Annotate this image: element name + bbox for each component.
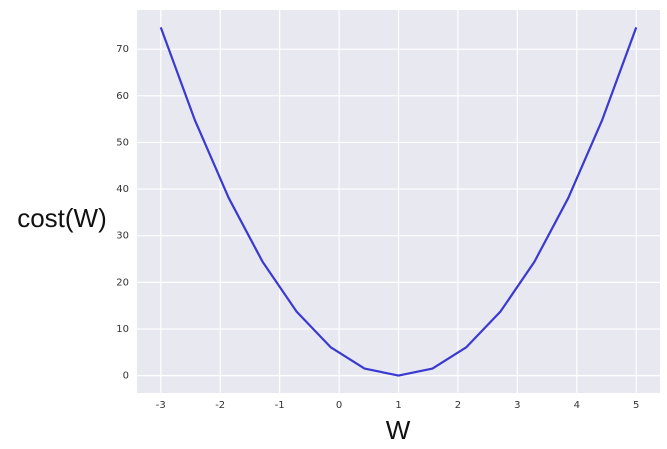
y-tick-label: 70 [116,44,129,55]
y-axis-label: cost(W) [17,203,107,233]
x-tick-label: 0 [336,400,342,411]
x-tick-label: 3 [514,400,520,411]
y-tick-label: 40 [116,184,129,195]
x-axis-label: W [386,415,411,445]
y-tick-label: 20 [116,277,129,288]
x-tick-label: -3 [156,400,166,411]
y-tick-label: 50 [116,137,129,148]
x-tick-label: 4 [574,400,580,411]
line [159,27,638,377]
x-tick-label: -2 [215,400,225,411]
y-tick-label: 10 [116,324,129,335]
y-tick-label: 60 [116,91,129,102]
x-tick-label: 1 [395,400,401,411]
x-tick-label: -1 [275,400,285,411]
x-tick-label: 2 [455,400,461,411]
y-tick-label: 30 [116,231,129,242]
x-tick-label: 5 [633,400,639,411]
y-tick-label: 0 [123,371,129,382]
